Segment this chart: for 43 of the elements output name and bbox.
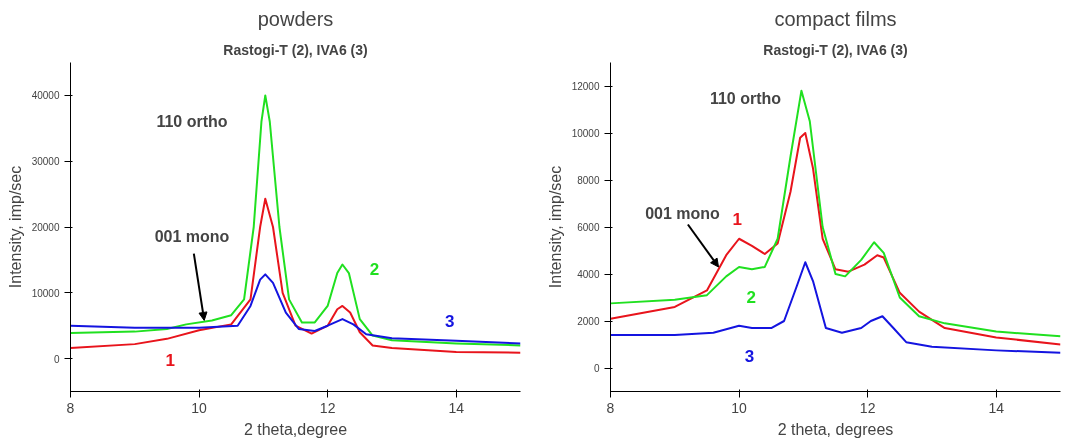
line-series [610,89,1061,338]
series-label: 2 [369,259,380,279]
y-tick-label: 0 [593,363,600,374]
chart-subtitle: Rastogi-T (2), IVA6 (3) [763,41,908,58]
x-tick-label: 12 [859,399,876,416]
y-tick-label: 2000 [577,316,600,327]
chart-subtitle: Rastogi-T (2), IVA6 (3) [223,41,368,58]
annotation: 110 ortho [709,90,782,108]
y-axis-title: Intensity, imp/sec [546,165,564,289]
line-series [70,94,521,347]
series-label: 1 [732,210,742,230]
y-tick-label: 8000 [577,175,600,186]
line-series [70,273,521,345]
x-tick-label: 10 [731,399,748,416]
x-tick-label: 8 [66,399,75,416]
y-tick-label: 6000 [577,222,600,233]
line-series [70,197,521,354]
y-axis-title: Intensity, imp/sec [6,165,24,289]
annotation: 110 ortho [156,113,228,131]
annotation: 001 mono [154,228,230,246]
x-tick-label: 10 [191,399,208,416]
line-series [610,132,1061,346]
x-tick-label: 14 [988,399,1005,416]
y-tick-label: 20000 [31,222,60,233]
y-tick-label: 10000 [31,287,60,299]
y-tick-label: 12000 [571,81,600,92]
x-tick-label: 12 [319,399,336,416]
x-tick-label: 8 [606,399,615,416]
x-axis-title: 2 theta, degrees [777,420,894,438]
annotation: 001 mono [645,205,721,223]
series-label: 2 [746,288,757,308]
y-tick-label: 4000 [577,269,600,280]
series-label: 1 [165,351,175,370]
series-label: 3 [744,346,755,366]
x-tick-label: 14 [448,399,465,416]
y-tick-label: 10000 [571,128,600,139]
y-tick-label: 0 [53,353,60,365]
series-label: 3 [445,311,455,331]
x-axis-title: 2 theta,degree [243,420,348,438]
y-tick-label: 30000 [31,156,60,168]
chart-title: powders [257,7,334,30]
y-tick-label: 40000 [31,90,60,102]
chart-title: compact films [774,7,897,30]
